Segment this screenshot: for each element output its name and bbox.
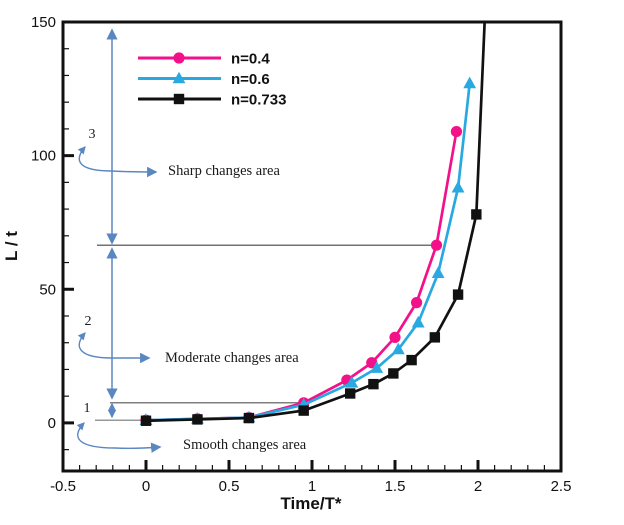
annotation-arrow [77,146,158,178]
series-n0.6 [139,76,477,426]
x-tick-label: 2.5 [551,478,572,495]
region-number-label: 3 [89,127,96,142]
legend-entry: n=0.733 [138,92,286,109]
data-point-marker [370,361,384,373]
data-point-marker [173,93,185,105]
data-point-marker [368,378,379,390]
y-tick-label: 0 [48,415,56,432]
legend-entry: n=0.6 [138,71,270,88]
legend-entry-label: n=0.6 [231,71,270,88]
legend: n=0.4 n=0.6 n=0.733 [138,51,286,109]
data-point-marker [471,209,482,220]
region-number-label: 2 [85,314,92,329]
data-point-marker [406,354,417,366]
data-point-marker [450,125,463,138]
data-point-marker [140,415,152,426]
data-point-marker [430,239,443,251]
data-point-marker [344,388,356,399]
x-tick-label: 2 [474,478,482,495]
data-point-marker [431,266,445,279]
data-point-marker [391,342,405,355]
data-point-marker [298,405,309,416]
data-point-marker [345,376,359,388]
region-area-label: Sharp changes area [168,163,280,179]
data-point-marker [452,289,464,300]
annotation-arrow [76,422,162,453]
y-tick-label: 100 [31,148,56,165]
data-point-marker [429,332,441,343]
legend-entry: n=0.4 [138,51,270,68]
y-axis-title: L / t [2,231,21,261]
legend-entry-label: n=0.733 [231,92,286,109]
region-number-label: 1 [84,401,91,416]
annotations-layer: 3 Sharp changes area 2 Moderate changes are… [76,28,437,453]
data-point-marker [411,315,425,328]
axes: -0.5 0 0.5 1 1.5 2 2.5 0 50 100 150 Time/T* L / t [2,14,571,513]
x-tick-label: 0 [142,478,150,495]
plot-border [61,20,563,473]
series-line [145,83,472,422]
series-line [145,21,486,423]
x-tick-label: 0.5 [219,478,240,495]
data-point-marker [388,368,399,379]
series-n0.733 [140,21,486,426]
x-tick-label: 1.5 [385,478,406,495]
data-point-marker [451,180,465,193]
region-area-label: Moderate changes area [165,350,299,366]
data-point-marker [243,412,255,424]
annotation-arrow [77,332,151,364]
data-point-marker [173,52,185,64]
x-axis-title: Time/T* [280,494,341,513]
legend-entry-label: n=0.4 [231,51,270,68]
x-tick-label: 1 [308,478,316,495]
y-tick-label: 150 [31,14,56,31]
data-point-marker [192,414,203,425]
y-tick-label: 50 [39,281,56,298]
x-tick-label: -0.5 [50,478,76,495]
region-area-label: Smooth changes area [183,437,307,453]
data-point-marker [389,331,401,343]
data-point-marker [172,71,186,84]
data-point-marker [410,297,423,309]
data-point-marker [463,76,477,89]
